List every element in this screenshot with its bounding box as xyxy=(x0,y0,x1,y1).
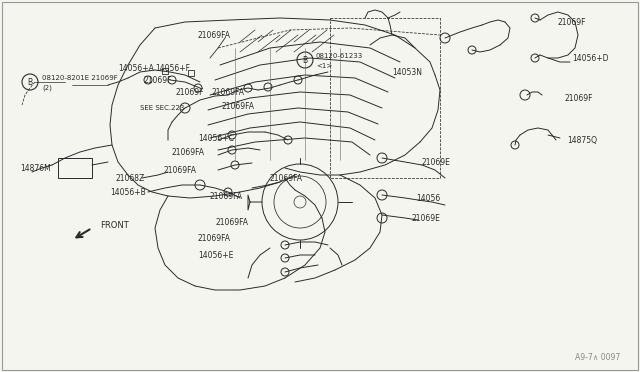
Text: 21069FA: 21069FA xyxy=(172,148,205,157)
Text: 21069E: 21069E xyxy=(422,157,451,167)
Text: 14876M: 14876M xyxy=(20,164,51,173)
Text: 14056+F: 14056+F xyxy=(155,64,190,73)
Text: FRONT: FRONT xyxy=(100,221,129,230)
Text: 14056: 14056 xyxy=(416,193,440,202)
Text: 21069F: 21069F xyxy=(144,76,173,84)
Text: <1>: <1> xyxy=(316,63,332,69)
Text: A9-7∧ 0097: A9-7∧ 0097 xyxy=(575,353,620,362)
Text: 08120-61233: 08120-61233 xyxy=(316,53,364,59)
Text: SEE SEC.223: SEE SEC.223 xyxy=(140,105,184,111)
Text: 21069FA: 21069FA xyxy=(270,173,303,183)
Text: 14056+D: 14056+D xyxy=(572,54,609,62)
Text: 08120-8201E 21069F: 08120-8201E 21069F xyxy=(42,75,118,81)
Text: 14056+E: 14056+E xyxy=(198,250,234,260)
Text: 14053N: 14053N xyxy=(392,67,422,77)
Text: 21069FA: 21069FA xyxy=(197,31,230,39)
Text: 21069FA: 21069FA xyxy=(198,234,231,243)
Text: 21069FA: 21069FA xyxy=(222,102,255,110)
Text: 21069FA: 21069FA xyxy=(163,166,196,174)
Text: 21069FA: 21069FA xyxy=(215,218,248,227)
Text: 14056+C: 14056+C xyxy=(198,134,234,142)
Text: 21069FA: 21069FA xyxy=(212,87,245,96)
Text: 21069E: 21069E xyxy=(412,214,441,222)
Text: 21069F: 21069F xyxy=(565,93,593,103)
Text: 21068Z: 21068Z xyxy=(115,173,144,183)
Text: 14056+B: 14056+B xyxy=(110,187,146,196)
Text: (2): (2) xyxy=(42,85,52,91)
Text: 14875Q: 14875Q xyxy=(567,135,597,144)
Text: B: B xyxy=(303,55,308,64)
Text: 14056+A: 14056+A xyxy=(118,64,154,73)
Text: B: B xyxy=(28,77,33,87)
Text: 21069F: 21069F xyxy=(175,87,204,96)
Text: 21069F: 21069F xyxy=(558,17,586,26)
Text: 21069FA: 21069FA xyxy=(210,192,243,201)
